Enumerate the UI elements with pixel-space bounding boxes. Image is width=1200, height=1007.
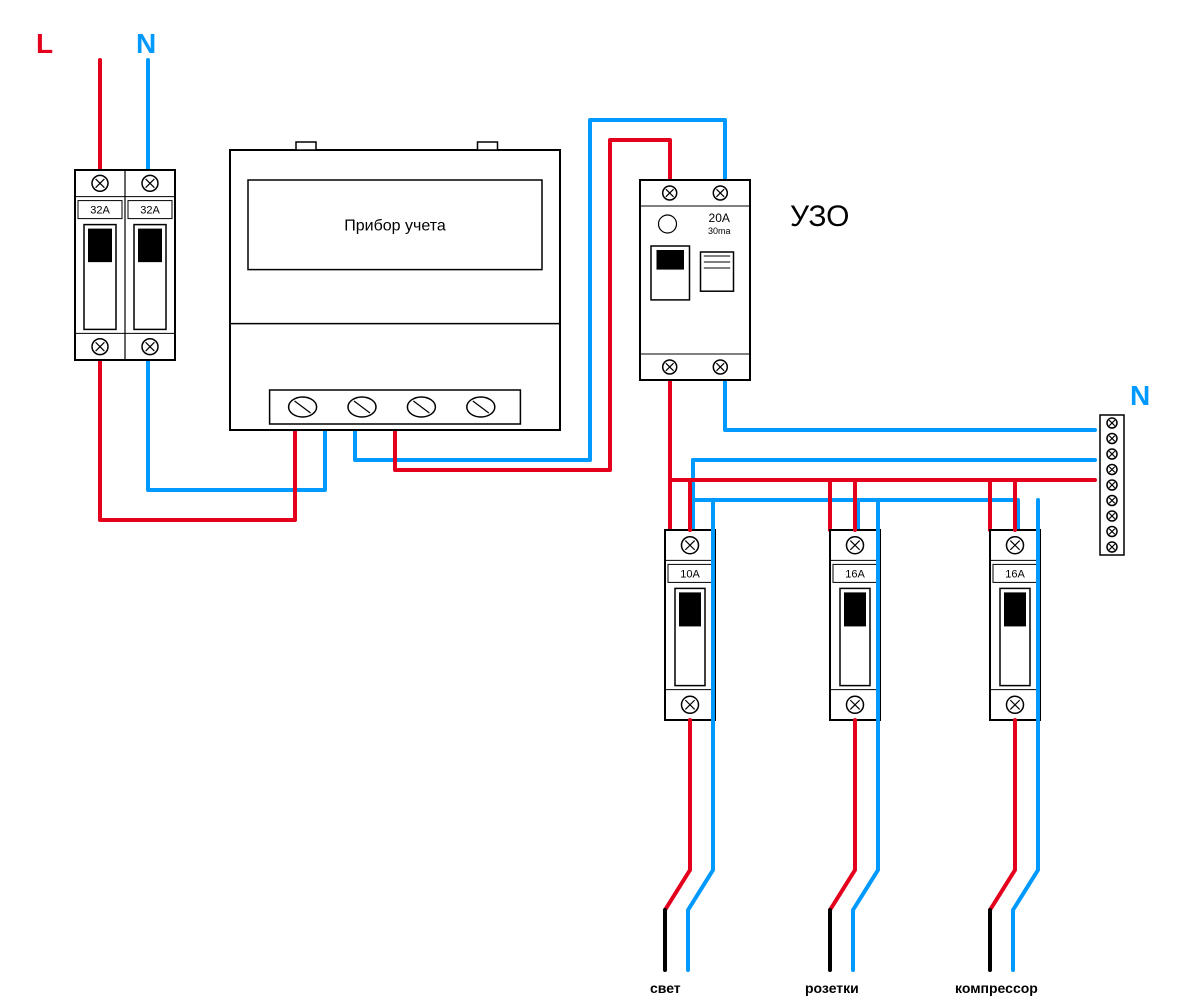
label-out2: розетки: [805, 980, 859, 996]
svg-text:16A: 16A: [845, 568, 865, 580]
wiring-diagram: 32A 32A Прибор учета 20A30ma 10A 16A 16A L N У…: [0, 0, 1200, 1007]
svg-text:32A: 32A: [140, 205, 160, 217]
label-out1: свет: [650, 980, 681, 996]
label-L: L: [36, 28, 53, 60]
svg-text:10A: 10A: [680, 568, 700, 580]
label-out3: компрессор: [955, 980, 1038, 996]
diagram-svg: 32A 32A Прибор учета 20A30ma 10A 16A 16A: [0, 0, 1200, 1007]
svg-text:30ma: 30ma: [708, 226, 731, 236]
svg-text:32A: 32A: [90, 205, 110, 217]
svg-text:20A: 20A: [709, 211, 730, 225]
label-N-top: N: [136, 28, 156, 60]
label-N-bus: N: [1130, 380, 1150, 412]
label-UZO: УЗО: [790, 200, 850, 234]
svg-text:Прибор учета: Прибор учета: [344, 217, 446, 234]
svg-text:16A: 16A: [1005, 568, 1025, 580]
